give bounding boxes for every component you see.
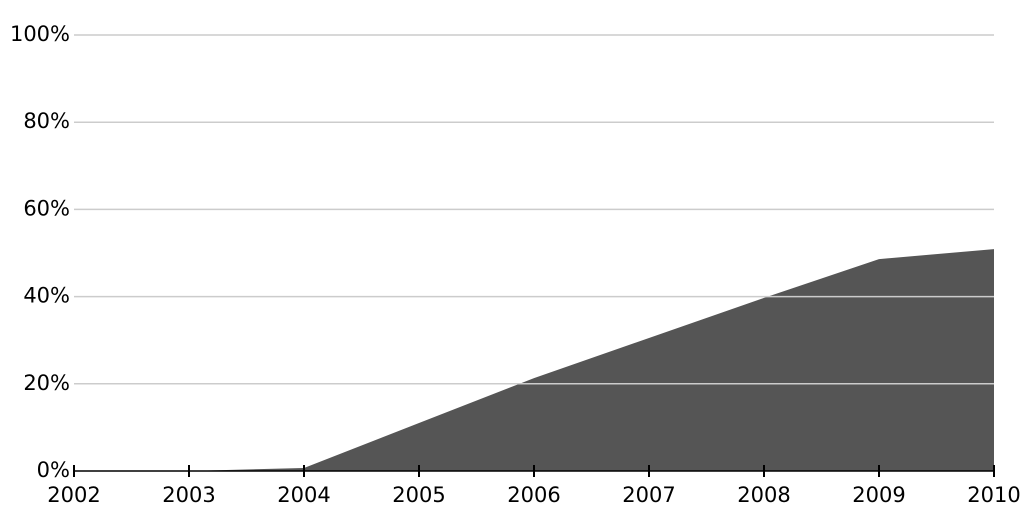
x-tick-label: 2006 (507, 483, 560, 506)
x-tick-label: 2010 (967, 483, 1020, 506)
x-tick-label: 2004 (277, 483, 330, 506)
y-tick-label: 60% (23, 196, 70, 220)
y-tick-label: 40% (23, 284, 70, 308)
area (74, 249, 994, 471)
y-tick-label: 0% (37, 458, 70, 482)
y-tick-label: 20% (23, 371, 70, 395)
x-tick-label: 2005 (392, 483, 445, 506)
x-tick-label: 2002 (47, 483, 100, 506)
y-tick-label: 100% (10, 22, 70, 46)
x-tick-label: 2003 (162, 483, 215, 506)
x-tick-label: 2007 (622, 483, 675, 506)
x-tick-label: 2009 (852, 483, 905, 506)
x-tick-label: 2008 (737, 483, 790, 506)
y-tick-label: 80% (23, 109, 70, 133)
